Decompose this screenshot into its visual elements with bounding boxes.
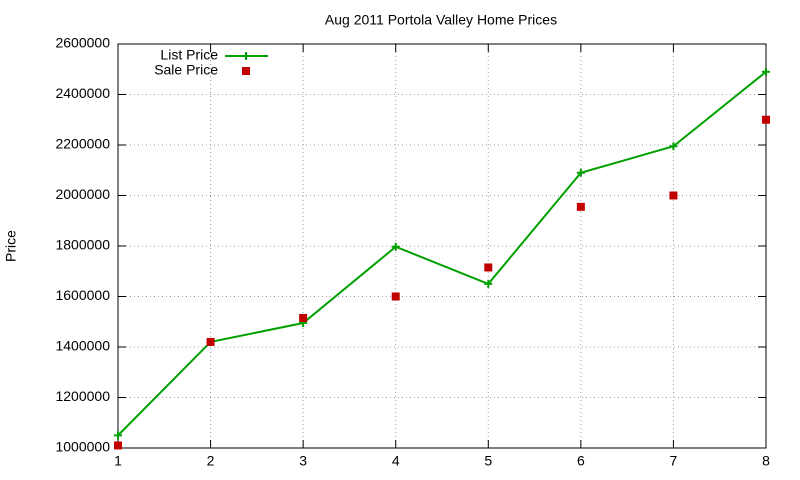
- data-point: [206, 337, 215, 346]
- legend-label: List Price: [160, 47, 218, 63]
- plot-border: [117, 43, 767, 449]
- data-point: [576, 202, 585, 211]
- y-tick-label: 1000000: [55, 439, 110, 455]
- data-point: [299, 313, 308, 322]
- x-tick-label: 1: [114, 453, 122, 469]
- data-point: [762, 67, 770, 76]
- legend-label: Sale Price: [154, 62, 218, 78]
- data-point: [484, 279, 493, 288]
- legend-marker: [242, 67, 250, 75]
- y-tick-label: 1400000: [55, 338, 110, 354]
- x-tick-label: 8: [762, 453, 770, 469]
- data-point: [669, 142, 678, 151]
- y-axis-label: Price: [3, 230, 19, 262]
- x-tick-label: 3: [299, 453, 307, 469]
- y-tick-label: 1200000: [55, 388, 110, 404]
- data-point: [762, 115, 770, 124]
- x-tick-label: 4: [392, 453, 400, 469]
- x-tick-label: 5: [484, 453, 492, 469]
- data-point: [114, 431, 122, 440]
- y-tick-label: 2600000: [55, 35, 110, 51]
- data-point: [391, 242, 400, 251]
- data-point: [669, 191, 678, 200]
- chart-title: Aug 2011 Portola Valley Home Prices: [325, 12, 557, 28]
- y-tick-label: 2000000: [55, 186, 110, 202]
- y-tick-label: 2200000: [55, 136, 110, 152]
- data-point: [484, 263, 493, 272]
- legend-marker: [242, 52, 250, 60]
- y-tick-label: 2400000: [55, 85, 110, 101]
- x-tick-label: 6: [577, 453, 585, 469]
- data-point: [391, 292, 400, 301]
- y-tick-label: 1600000: [55, 287, 110, 303]
- data-point: [114, 441, 122, 450]
- y-tick-label: 1800000: [55, 237, 110, 253]
- series-line: [117, 70, 767, 437]
- x-tick-label: 2: [207, 453, 215, 469]
- data-point: [576, 168, 585, 177]
- x-tick-label: 7: [670, 453, 678, 469]
